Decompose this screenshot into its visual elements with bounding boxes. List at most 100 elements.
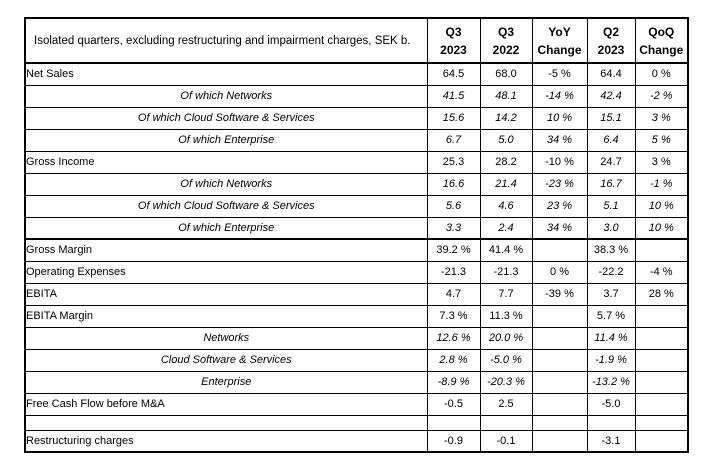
cell-value: -20.3 %	[479, 370, 533, 394]
row-label: Networks	[24, 326, 428, 350]
cell-value	[531, 326, 588, 350]
column-header-line1: Q3	[497, 24, 514, 39]
cell-value: 16.7	[586, 172, 636, 196]
cell-value	[634, 429, 689, 453]
cell-value	[479, 414, 533, 431]
cell-value: -0.9	[426, 429, 481, 453]
cell-value: 10 %	[531, 106, 588, 130]
cell-value: 2.8 %	[426, 348, 481, 372]
cell-value	[426, 414, 481, 431]
cell-value: 42.4	[586, 84, 636, 108]
cell-value: 25.3	[426, 150, 481, 174]
row-label: Of which Networks	[24, 172, 428, 196]
table-row: Of which Cloud Software & Services 15.6 14…	[24, 106, 689, 130]
row-label: Of which Enterprise	[24, 216, 428, 240]
cell-value: -2 %	[634, 84, 689, 108]
column-header-q2-2023: Q2 2023	[586, 17, 636, 64]
cell-value	[531, 304, 588, 328]
row-label: Cloud Software & Services	[24, 348, 428, 372]
column-header-yoy-change: YoY Change	[531, 17, 588, 64]
row-label: Of which Cloud Software & Services	[24, 106, 428, 130]
table-row: Of which Networks 16.6 21.4 -23 % 16.7 -1 %	[24, 172, 689, 196]
table-row: Networks 12.6 % 20.0 % 11.4 %	[24, 326, 689, 350]
table-row: Gross Margin 39.2 % 41.4 % 38.3 %	[24, 238, 689, 262]
cell-value: -10 %	[531, 150, 588, 174]
cell-value	[634, 238, 689, 262]
cell-value: 41.5	[426, 84, 481, 108]
column-header-line2: Change	[537, 42, 582, 57]
cell-value	[634, 370, 689, 394]
row-label: Free Cash Flow before M&A	[24, 392, 428, 416]
table-title: Isolated quarters, excluding restructuri…	[24, 17, 428, 64]
cell-value: -14 %	[531, 84, 588, 108]
cell-value: 48.1	[479, 84, 533, 108]
column-header-line1: Q2	[602, 24, 619, 39]
table-row: Of which Networks 41.5 48.1 -14 % 42.4 -2 %	[24, 84, 689, 108]
row-label: Operating Expenses	[24, 260, 428, 284]
cell-value: 4.7	[426, 282, 481, 306]
table-row: EBITA 4.7 7.7 -39 % 3.7 28 %	[24, 282, 689, 306]
cell-value: -8.9 %	[426, 370, 481, 394]
row-label	[24, 414, 428, 431]
cell-value: 20.0 %	[479, 326, 533, 350]
cell-value: 11.3 %	[479, 304, 533, 328]
cell-value: -5.0 %	[479, 348, 533, 372]
cell-value: 28 %	[634, 282, 689, 306]
cell-value: -21.3	[426, 260, 481, 284]
cell-value: 15.1	[586, 106, 636, 130]
row-label: Gross Income	[24, 150, 428, 174]
cell-value: 10 %	[634, 194, 689, 218]
cell-value	[531, 348, 588, 372]
cell-value: 41.4 %	[479, 238, 533, 262]
row-label: Of which Enterprise	[24, 128, 428, 152]
column-header-q3-2022: Q3 2022	[479, 17, 533, 64]
cell-value: -0.1	[479, 429, 533, 453]
row-label: Gross Margin	[24, 238, 428, 262]
cell-value: -3.1	[586, 429, 636, 453]
cell-value: -39 %	[531, 282, 588, 306]
cell-value	[634, 348, 689, 372]
cell-value: 15.6	[426, 106, 481, 130]
cell-value	[531, 370, 588, 394]
row-label: Enterprise	[24, 370, 428, 394]
column-header-line1: YoY	[548, 24, 571, 39]
cell-value: 3 %	[634, 150, 689, 174]
cell-value: 64.4	[586, 62, 636, 86]
cell-value: -1.9 %	[586, 348, 636, 372]
table-row: Restructuring charges -0.9 -0.1 -3.1	[24, 429, 689, 453]
cell-value: -5.0	[586, 392, 636, 416]
cell-value: 14.2	[479, 106, 533, 130]
table-row: Of which Cloud Software & Services 5.6 4.6…	[24, 194, 689, 218]
cell-value: 64.5	[426, 62, 481, 86]
cell-value	[531, 429, 588, 453]
table-row: Operating Expenses -21.3 -21.3 0 % -22.2 -4 %	[24, 260, 689, 284]
cell-value: 11.4 %	[586, 326, 636, 350]
cell-value: 21.4	[479, 172, 533, 196]
cell-value: -5 %	[531, 62, 588, 86]
table-row: Enterprise -8.9 % -20.3 % -13.2 %	[24, 370, 689, 394]
row-label: EBITA Margin	[24, 304, 428, 328]
table-row: Of which Enterprise 6.7 5.0 34 % 6.4 5 %	[24, 128, 689, 152]
table-row: Net Sales 64.5 68.0 -5 % 64.4 0 %	[24, 62, 689, 86]
cell-value: 3.3	[426, 216, 481, 240]
cell-value: 24.7	[586, 150, 636, 174]
cell-value: 5.6	[426, 194, 481, 218]
cell-value: 38.3 %	[586, 238, 636, 262]
cell-value	[586, 414, 636, 431]
cell-value: 68.0	[479, 62, 533, 86]
table-header-row: Isolated quarters, excluding restructuri…	[24, 17, 689, 64]
cell-value: 12.6 %	[426, 326, 481, 350]
cell-value: 39.2 %	[426, 238, 481, 262]
row-label: Of which Cloud Software & Services	[24, 194, 428, 218]
cell-value: -21.3	[479, 260, 533, 284]
cell-value: 3 %	[634, 106, 689, 130]
cell-value: -4 %	[634, 260, 689, 284]
column-header-line2: 2022	[492, 42, 520, 57]
cell-value	[634, 414, 689, 431]
cell-value: -22.2	[586, 260, 636, 284]
row-label: Net Sales	[24, 62, 428, 86]
row-label: Restructuring charges	[24, 429, 428, 453]
table-row: Of which Enterprise 3.3 2.4 34 % 3.0 10 %	[24, 216, 689, 240]
cell-value: 7.7	[479, 282, 533, 306]
